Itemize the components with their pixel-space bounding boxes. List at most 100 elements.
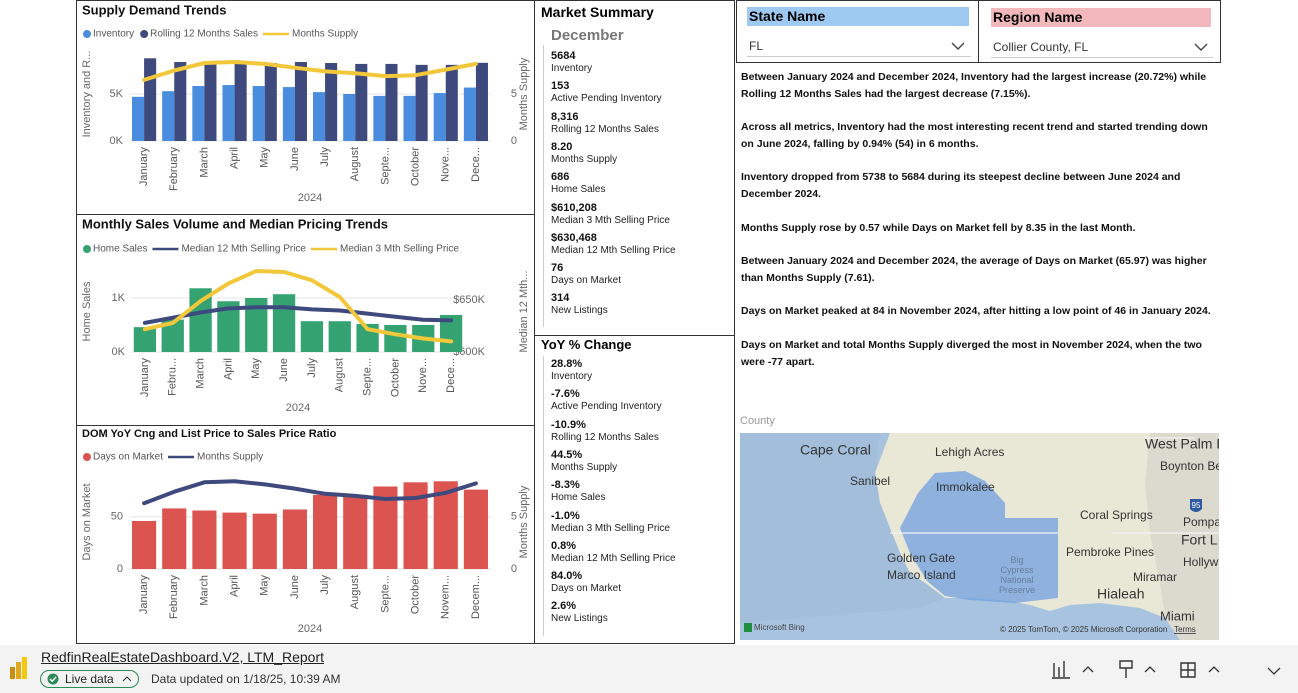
chevron bbox=[1194, 43, 1208, 51]
x-tick-label: Septe... bbox=[361, 358, 373, 396]
gulf bbox=[740, 433, 945, 640]
x-tick-label: March bbox=[194, 358, 206, 389]
legend-label: Days on Market bbox=[93, 452, 163, 463]
x-tick-label: January bbox=[138, 575, 150, 615]
status-bar: RedfinRealEstateDashboard.V2, LTM_Report… bbox=[0, 645, 1298, 693]
insight: Months Supply rose by 0.57 while Days on… bbox=[741, 221, 1136, 234]
x-tick-label: July bbox=[319, 575, 331, 595]
legend-label: Inventory bbox=[93, 29, 134, 40]
x-tick-label: Septe... bbox=[379, 575, 391, 613]
check bbox=[47, 673, 59, 685]
toolbar[interactable] bbox=[1050, 659, 1290, 681]
bar bbox=[144, 58, 157, 141]
map-label: Miami bbox=[1160, 608, 1195, 623]
x-tick-label: January bbox=[139, 358, 151, 398]
insight: Between January 2024 and December 2024, … bbox=[741, 255, 1207, 284]
bar bbox=[282, 87, 295, 141]
map-label: Boynton Bea bbox=[1160, 459, 1219, 473]
slicer-value[interactable]: Collier County, FL bbox=[991, 35, 1213, 58]
bar bbox=[328, 321, 351, 352]
slicer[interactable]: State Name FL bbox=[736, 0, 979, 63]
bar bbox=[192, 86, 205, 141]
bar bbox=[294, 62, 307, 141]
legend-label: Median 12 Mth Selling Price bbox=[181, 244, 306, 255]
kpi-value: $630,468 bbox=[551, 231, 597, 244]
map-label: Miramar bbox=[1133, 570, 1177, 584]
legend-label: Rolling 12 Months Sales bbox=[150, 29, 258, 40]
bar bbox=[282, 509, 307, 569]
shield bbox=[1190, 499, 1202, 512]
legend-swatch bbox=[83, 453, 91, 461]
line-series bbox=[142, 479, 478, 506]
x-tick-label: April bbox=[228, 147, 240, 169]
bar bbox=[385, 63, 398, 141]
live-badge[interactable]: Live data bbox=[40, 670, 139, 688]
yoy-card: YoY % Change 28.8% Inventory -7.6% Active P… bbox=[534, 335, 735, 644]
chart-title: Supply Demand Trends bbox=[82, 2, 226, 17]
kpi-value: 0.8% bbox=[551, 539, 577, 552]
card-title: Market Summary bbox=[541, 4, 654, 20]
map-label: Immokalee bbox=[936, 480, 995, 494]
x-tick-label: May bbox=[259, 575, 271, 596]
kpi-label: Active Pending Inventory bbox=[551, 93, 662, 105]
kpi-label: Home Sales bbox=[551, 184, 606, 196]
kpi-label: Inventory bbox=[551, 371, 593, 382]
legend-swatch bbox=[83, 245, 91, 253]
bar bbox=[252, 513, 277, 569]
report-name[interactable]: RedfinRealEstateDashboard.V2, LTM_Report bbox=[41, 649, 325, 665]
kpi-label: Median 12 Mth Selling Price bbox=[551, 244, 676, 256]
bar bbox=[272, 294, 296, 352]
live-label: Live data bbox=[65, 672, 114, 686]
map-label: Big Cypress National Preserve bbox=[999, 555, 1035, 595]
slicer[interactable]: Region Name Collier County, FL bbox=[978, 0, 1221, 63]
kpi-value: -10.9% bbox=[551, 418, 586, 431]
line-series bbox=[142, 60, 478, 82]
slicer-value[interactable]: FL bbox=[747, 34, 971, 57]
x-tick-label: August bbox=[349, 147, 361, 181]
y2-tick-label: 0 bbox=[511, 563, 517, 575]
bar bbox=[463, 87, 476, 141]
bar bbox=[313, 494, 338, 569]
map-label: Pembroke Pines bbox=[1066, 545, 1154, 559]
x-tick-label: February bbox=[168, 575, 180, 620]
slicer-title: Region Name bbox=[991, 8, 1211, 27]
kpi-value: 84.0% bbox=[551, 570, 583, 583]
y2-tick-label: 5 bbox=[511, 88, 517, 100]
legend-label: Median 3 Mth Selling Price bbox=[340, 244, 459, 255]
x-axis-title: 2024 bbox=[298, 623, 322, 635]
y-tick-label: 50 bbox=[111, 511, 123, 523]
x-tick-label: Decem... bbox=[470, 575, 482, 619]
map-label: Hialeah bbox=[1097, 586, 1144, 602]
bar bbox=[325, 62, 338, 142]
bar bbox=[313, 92, 326, 141]
chart-title: DOM YoY Cng and List Price to Sales Pric… bbox=[82, 428, 337, 440]
bar bbox=[403, 95, 416, 141]
insight: Inventory dropped from 5738 to 5684 duri… bbox=[741, 171, 1181, 200]
divider bbox=[543, 356, 544, 636]
line-series bbox=[142, 269, 454, 344]
x-tick-label: July bbox=[306, 358, 318, 378]
bar bbox=[133, 327, 157, 352]
chart: DOM YoY Cng and List Price to Sales Pric… bbox=[81, 428, 530, 635]
kpi-value: 28.8% bbox=[551, 358, 583, 370]
x-tick-label: April bbox=[222, 358, 234, 380]
x-tick-label: October bbox=[409, 147, 421, 186]
kpi-value: 5684 bbox=[551, 50, 576, 62]
chart-title: Monthly Sales Volume and Median Pricing … bbox=[82, 216, 388, 231]
kpi-label: Rolling 12 Months Sales bbox=[551, 123, 659, 135]
kpi-label: Days on Market bbox=[551, 275, 622, 287]
terms: Terms bbox=[1174, 625, 1196, 634]
bar bbox=[252, 86, 265, 141]
kpi-value: 8,316 bbox=[551, 110, 579, 123]
county-shape bbox=[900, 471, 1058, 603]
map-label: Fort L bbox=[1181, 532, 1218, 548]
map[interactable]: Cape Coral Lehigh Acres Sanibel Immokalee Go… bbox=[740, 433, 1219, 640]
legend-swatch bbox=[140, 30, 149, 38]
x-tick-label: March bbox=[198, 147, 210, 178]
map-label: 95 bbox=[1192, 501, 1201, 510]
legend-label: Months Supply bbox=[292, 29, 358, 40]
bar bbox=[234, 61, 247, 141]
legend-swatch bbox=[83, 30, 91, 38]
bar bbox=[264, 62, 277, 142]
